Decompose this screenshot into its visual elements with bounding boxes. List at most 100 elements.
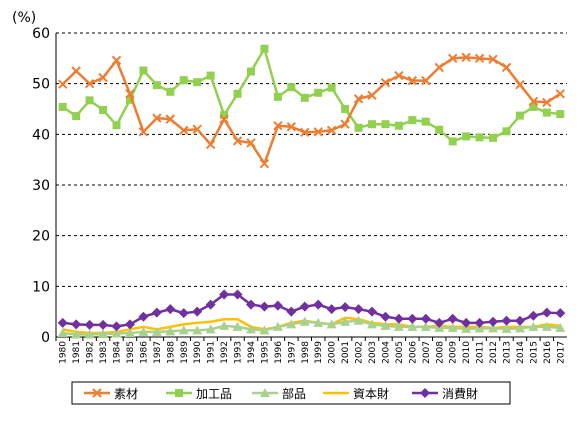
legend-box <box>71 381 511 405</box>
data-point <box>420 321 431 331</box>
data-point <box>178 308 189 319</box>
data-point <box>84 329 95 339</box>
data-point <box>367 306 378 317</box>
x-tick-label: 2012 <box>489 341 499 364</box>
data-point <box>300 93 309 102</box>
y-tick-label: 30 <box>32 178 50 194</box>
data-point <box>259 301 270 312</box>
data-point <box>287 83 296 92</box>
data-point <box>98 72 108 83</box>
data-point <box>286 306 297 317</box>
y-tick-label: 10 <box>32 279 50 295</box>
data-point <box>380 320 391 330</box>
data-point <box>474 317 485 328</box>
data-point <box>273 121 283 131</box>
data-point <box>393 313 404 324</box>
data-point <box>259 159 270 169</box>
series-1 <box>58 44 565 146</box>
data-point <box>488 323 499 333</box>
data-point <box>420 388 430 398</box>
data-point <box>354 123 363 132</box>
data-point <box>381 120 390 129</box>
x-tick-label: 2003 <box>368 341 378 364</box>
data-point <box>259 325 270 335</box>
x-tick-label: 1996 <box>274 341 284 364</box>
data-point <box>380 311 391 322</box>
data-point <box>233 89 242 98</box>
data-point <box>58 102 67 111</box>
data-point <box>461 323 472 333</box>
x-tick-label: 2007 <box>422 341 432 364</box>
data-point <box>489 133 498 142</box>
data-point <box>151 307 162 318</box>
data-point <box>138 127 149 137</box>
data-point <box>556 110 565 119</box>
data-point <box>205 324 216 334</box>
data-point <box>232 289 243 300</box>
data-point <box>340 316 351 326</box>
data-point <box>178 325 189 335</box>
data-point <box>421 117 430 126</box>
data-point <box>111 328 122 338</box>
data-point <box>313 317 324 327</box>
data-point <box>501 323 512 333</box>
data-point <box>151 326 162 336</box>
data-point <box>300 127 310 138</box>
data-point <box>501 315 512 326</box>
data-point <box>92 388 102 398</box>
data-point <box>420 313 431 324</box>
data-point <box>192 124 202 134</box>
data-point <box>313 299 324 310</box>
x-tick-label: 2017 <box>556 341 566 364</box>
x-tick-label: 1997 <box>287 341 297 364</box>
x-tick-label: 1982 <box>86 341 96 364</box>
data-point <box>205 139 216 150</box>
x-tick-label: 2001 <box>341 341 351 364</box>
data-point <box>434 317 445 328</box>
x-tick-label: 1983 <box>99 341 109 364</box>
data-point <box>394 121 403 130</box>
legend-label: 素材 <box>114 387 138 401</box>
data-point <box>245 299 256 310</box>
data-point <box>84 319 95 330</box>
data-point <box>272 300 283 311</box>
data-point <box>98 319 109 330</box>
data-point <box>286 319 297 329</box>
data-point <box>393 321 404 331</box>
data-point <box>461 52 471 63</box>
data-point <box>192 306 203 317</box>
data-point <box>340 119 350 129</box>
x-tick-label: 1989 <box>180 341 190 364</box>
data-point <box>245 324 256 334</box>
data-point <box>99 106 108 115</box>
data-point <box>219 320 230 330</box>
data-point <box>206 71 215 80</box>
data-point <box>474 53 485 64</box>
data-point <box>125 95 134 104</box>
y-axis-unit-label: (%) <box>12 10 36 26</box>
x-tick-label: 2014 <box>516 341 526 364</box>
data-point <box>111 55 122 66</box>
data-point <box>326 125 337 135</box>
data-point <box>246 138 256 148</box>
data-point <box>515 111 524 120</box>
data-point <box>219 114 229 124</box>
data-point <box>57 317 68 328</box>
x-tick-label: 2004 <box>381 341 391 364</box>
data-point <box>380 77 391 88</box>
data-point <box>447 313 458 324</box>
data-point <box>541 307 552 318</box>
data-point <box>528 96 539 107</box>
data-point <box>138 311 149 322</box>
x-tick-label: 1992 <box>220 341 230 364</box>
data-point <box>299 301 310 312</box>
data-point <box>326 319 337 329</box>
x-tick-label: 1999 <box>314 341 324 364</box>
x-tick-label: 2009 <box>449 341 459 364</box>
data-point <box>220 111 229 120</box>
data-point <box>286 122 297 132</box>
data-point <box>179 76 188 85</box>
data-point <box>367 90 377 101</box>
x-tick-label: 1991 <box>207 341 217 364</box>
